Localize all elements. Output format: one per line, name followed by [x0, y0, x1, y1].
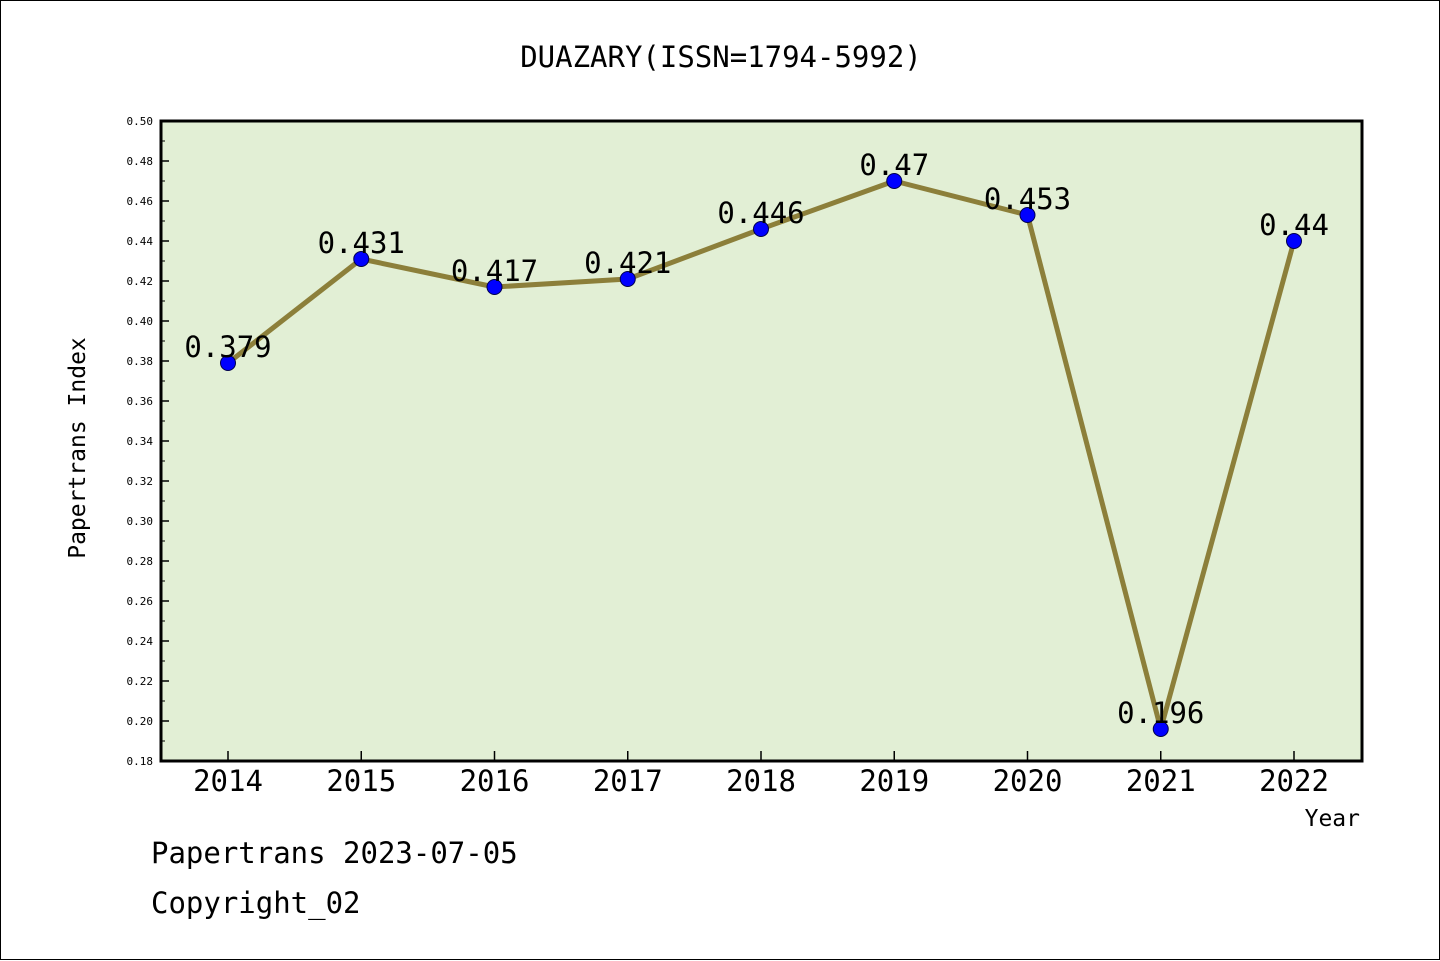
footer-copyright: Copyright_02 — [151, 886, 361, 920]
x-tick-label: 2020 — [993, 764, 1063, 798]
data-point — [1152, 721, 1169, 737]
data-point — [353, 251, 370, 267]
x-tick-label: 2018 — [726, 764, 796, 798]
y-tick-label: 0.22 — [127, 675, 154, 688]
y-tick-label: 0.44 — [127, 235, 154, 248]
data-label: 0.379 — [184, 330, 271, 364]
x-axis-label: Year — [1305, 806, 1360, 832]
data-point — [486, 279, 503, 295]
x-tick-label: 2021 — [1126, 764, 1196, 798]
x-axis-ticks: 2014 2015 2016 2017 2018 2019 2020 2021 2022 — [193, 751, 1329, 798]
y-tick-label: 0.26 — [127, 595, 154, 608]
data-label: 0.421 — [584, 246, 671, 280]
y-tick-label: 0.24 — [127, 635, 154, 648]
data-label: 0.431 — [318, 226, 405, 260]
x-tick-label: 2015 — [326, 764, 396, 798]
y-tick-label: 0.36 — [127, 395, 154, 408]
y-tick-label: 0.50 — [127, 115, 154, 128]
data-label: 0.417 — [451, 254, 538, 288]
y-tick-label: 0.30 — [127, 515, 154, 528]
data-point — [886, 173, 903, 189]
x-tick-label: 2019 — [859, 764, 929, 798]
y-tick-label: 0.40 — [127, 315, 154, 328]
data-label: 0.196 — [1117, 696, 1204, 730]
data-label: 0.47 — [859, 148, 929, 182]
footer-date: Papertrans 2023-07-05 — [151, 836, 518, 870]
x-tick-label: 2014 — [193, 764, 263, 798]
y-axis-ticks: 0.18 0.20 0.22 0.24 0.26 0.28 0.30 0.32 0.34 0.36… — [127, 115, 169, 768]
data-label: 0.44 — [1259, 208, 1329, 242]
data-label: 0.446 — [717, 196, 804, 230]
y-tick-label: 0.38 — [127, 355, 154, 368]
series-group: 0.379 0.431 0.417 0.421 0.446 0.47 0.453 0.196 0… — [184, 148, 1329, 737]
y-tick-label: 0.28 — [127, 555, 154, 568]
y-tick-label: 0.48 — [127, 155, 154, 168]
data-point — [753, 221, 769, 237]
y-tick-label: 0.42 — [127, 275, 154, 288]
x-tick-label: 2022 — [1259, 764, 1329, 798]
chart-title: DUAZARY(ISSN=1794-5992) — [520, 40, 922, 74]
y-tick-label: 0.20 — [127, 715, 154, 728]
data-label: 0.453 — [984, 182, 1071, 216]
data-point — [619, 271, 636, 287]
plot-border — [159, 119, 1364, 763]
y-tick-label: 0.46 — [127, 195, 154, 208]
data-point — [220, 355, 236, 371]
x-tick-label: 2017 — [593, 764, 663, 798]
data-point — [1019, 207, 1036, 223]
y-tick-label: 0.18 — [127, 755, 154, 768]
x-tick-label: 2016 — [460, 764, 530, 798]
y-tick-label: 0.34 — [127, 435, 154, 448]
data-point — [1286, 233, 1302, 249]
y-axis-label: Papertrans Index — [65, 337, 91, 559]
y-tick-label: 0.32 — [127, 475, 154, 488]
